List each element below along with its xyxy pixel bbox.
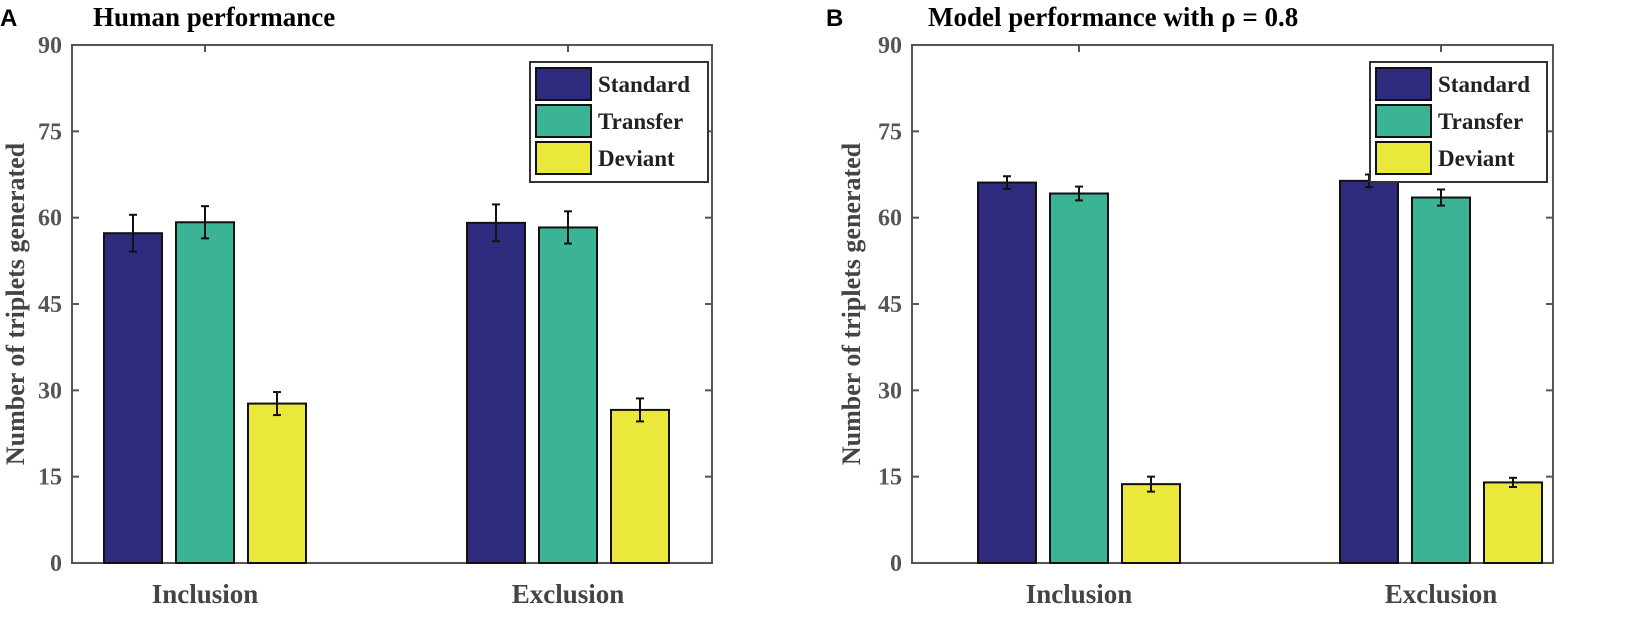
panel-b-bar-deviant-exclusion [1483, 481, 1543, 564]
panel-b-ylabel: Number of triplets generated [837, 142, 866, 465]
panel-b-ytick-label: 0 [890, 551, 902, 577]
panel-a-bar-standard-inclusion [103, 232, 163, 564]
panel-a-ytick-label: 15 [38, 465, 62, 491]
panel-b-category-label: Exclusion [1385, 579, 1498, 609]
panel-a-bar-transfer-inclusion [175, 221, 235, 564]
panel-b-ytick-label: 60 [878, 206, 902, 232]
panel-b-legend-swatch-standard [1375, 67, 1432, 101]
panel-b-legend-swatch-transfer [1375, 104, 1432, 138]
panel-a-legend-swatch-transfer [535, 104, 592, 138]
panel-b-legend-swatch-deviant [1375, 141, 1432, 175]
panel-a-ytick-label: 45 [38, 292, 62, 318]
panel-b-bar-standard-inclusion [977, 181, 1037, 565]
panel-a-legend-swatch-standard [535, 67, 592, 101]
panel-a-ytick-label: 75 [38, 119, 62, 145]
panel-a-bar-transfer-exclusion [538, 226, 598, 564]
panel-b-bar-transfer-inclusion [1049, 192, 1109, 564]
panel-a-ytick-label: 60 [38, 206, 62, 232]
panel-a-category-label: Inclusion [152, 579, 259, 609]
panel-b-ytick-label: 30 [878, 378, 902, 404]
panel-a-ylabel: Number of triplets generated [1, 142, 30, 465]
panel-b-ytick-label: 75 [878, 119, 902, 145]
panel-b-bar-transfer-exclusion [1411, 196, 1471, 564]
panel-b-ytick-label: 90 [878, 33, 902, 59]
panel-a-legend-label-transfer: Transfer [598, 109, 683, 134]
panel-b-legend-label-standard: Standard [1438, 72, 1530, 97]
panel-a-ytick-label: 90 [38, 33, 62, 59]
panel-a-legend-label-standard: Standard [598, 72, 690, 97]
panel-a-legend-swatch-deviant [535, 141, 592, 175]
panel-b: B Model performance with ρ = 0.8 0 15 30 45 60… [826, 2, 1554, 609]
panel-b-category-label: Inclusion [1026, 579, 1133, 609]
panel-b-bar-standard-exclusion [1339, 179, 1399, 564]
panel-a: A Human performance 0 15 30 45 60 75 90 Number of… [0, 2, 713, 609]
panel-a-letter: A [0, 5, 17, 32]
panel-a-ytick-label: 0 [50, 551, 62, 577]
panel-b-bar-deviant-inclusion [1121, 483, 1181, 565]
panel-a-bar-deviant-exclusion [610, 408, 670, 564]
panel-b-ytick-label: 15 [878, 465, 902, 491]
panel-b-ytick-label: 45 [878, 292, 902, 318]
panel-a-legend-label-deviant: Deviant [598, 146, 675, 171]
panel-a-bar-standard-exclusion [466, 221, 526, 564]
panel-b-letter: B [826, 5, 843, 32]
panel-b-legend-label-transfer: Transfer [1438, 109, 1523, 134]
panel-a-bar-deviant-inclusion [247, 402, 307, 564]
panel-a-title: Human performance [93, 2, 335, 32]
panel-a-ytick-label: 30 [38, 378, 62, 404]
panel-b-title: Model performance with ρ = 0.8 [928, 2, 1298, 32]
panel-b-legend-label-deviant: Deviant [1438, 146, 1515, 171]
panel-a-category-label: Exclusion [512, 579, 625, 609]
